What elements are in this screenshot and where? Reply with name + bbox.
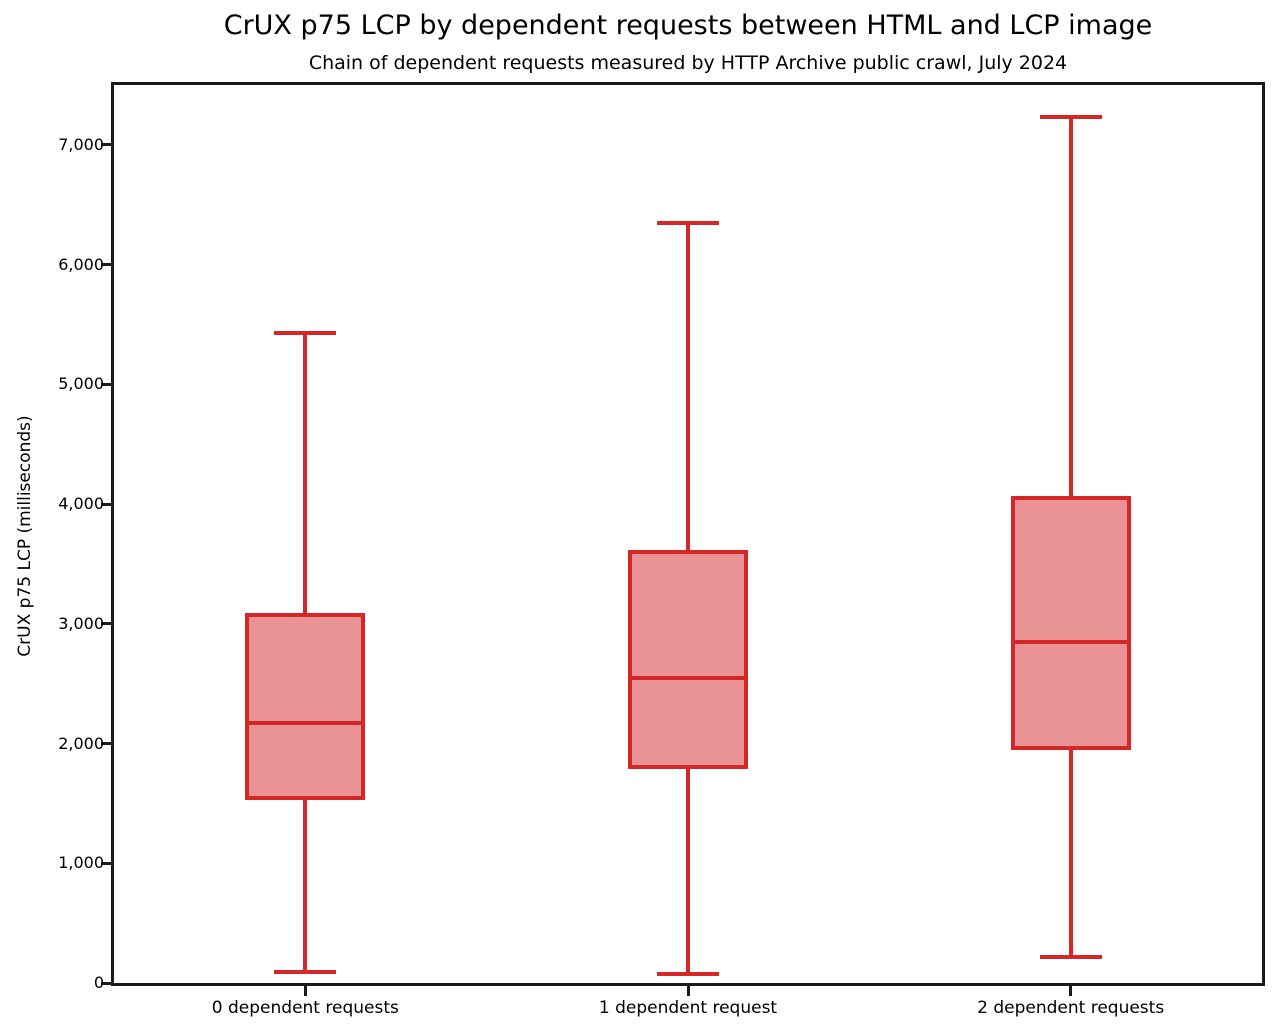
chart-title: CrUX p75 LCP by dependent requests betwe… <box>223 10 1153 41</box>
ytick-3 <box>101 622 111 626</box>
ytick-label-0: 0 <box>93 973 104 992</box>
ytick-label-7: 7,000 <box>58 134 104 154</box>
ytick-5 <box>101 382 111 386</box>
xtick-label-0: 0 dependent requests <box>211 998 399 1018</box>
xtick-1 <box>686 986 690 996</box>
ytick-label-3: 3,000 <box>58 613 104 633</box>
whisker-lower-0 <box>303 799 308 972</box>
cap-top-2 <box>1039 115 1102 120</box>
whisker-upper-1 <box>686 222 690 550</box>
y-axis-label: CrUX p75 LCP (milliseconds) <box>15 415 35 657</box>
ytick-label-4: 4,000 <box>58 494 104 514</box>
median-2 <box>1010 639 1131 644</box>
cap-top-0 <box>274 331 337 336</box>
whisker-lower-1 <box>686 768 690 974</box>
ytick-1 <box>101 861 111 865</box>
xtick-2 <box>1069 986 1073 996</box>
whisker-lower-2 <box>1068 749 1073 958</box>
chart-subtitle: Chain of dependent requests measured by … <box>308 52 1068 74</box>
box-2 <box>1010 495 1131 750</box>
ytick-0 <box>101 981 111 985</box>
xtick-label-2: 2 dependent requests <box>977 998 1165 1018</box>
cap-bottom-0 <box>274 969 337 974</box>
ytick-4 <box>101 502 111 506</box>
ytick-label-5: 5,000 <box>58 374 104 394</box>
xtick-0 <box>303 986 307 996</box>
box-0 <box>245 613 366 800</box>
cap-top-1 <box>657 220 719 225</box>
plot-area: 0 1,000 2,000 3,000 4,000 5,000 6,000 7,000 0 de… <box>58 82 1265 1017</box>
ytick-label-1: 1,000 <box>58 853 104 873</box>
ytick-7 <box>101 143 111 147</box>
median-1 <box>628 675 748 680</box>
xtick-label-1: 1 dependent request <box>598 998 778 1018</box>
ytick-label-6: 6,000 <box>58 254 104 274</box>
ytick-2 <box>101 742 111 746</box>
whisker-upper-0 <box>303 333 308 613</box>
box-1 <box>628 549 748 769</box>
ytick-6 <box>101 263 111 267</box>
ytick-label-2: 2,000 <box>58 733 104 753</box>
cap-bottom-2 <box>1039 955 1102 960</box>
cap-bottom-1 <box>657 972 719 977</box>
median-0 <box>245 721 366 726</box>
whisker-upper-2 <box>1068 117 1073 496</box>
